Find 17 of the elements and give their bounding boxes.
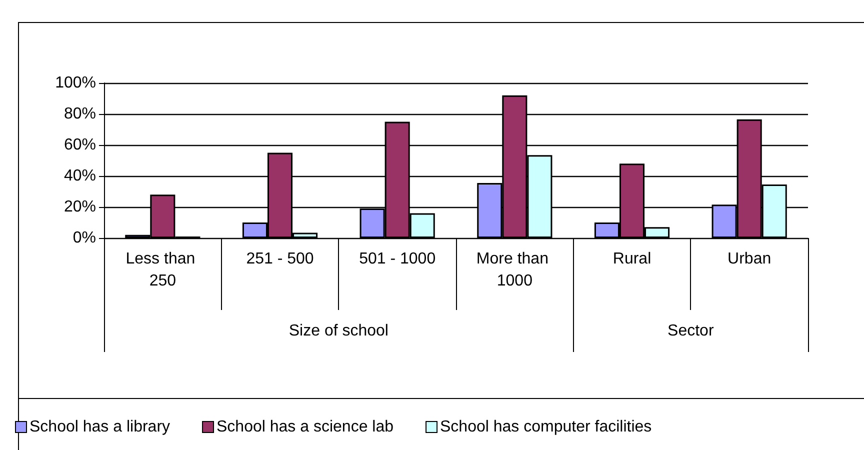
y-tick-label: 80% (64, 106, 96, 122)
y-tick-label: 60% (64, 136, 96, 154)
text: Size of school (288, 322, 388, 340)
x-tick-label: Rural (612, 250, 652, 268)
legend-label: School has a science lab (216, 418, 394, 436)
x-tick-label: More than 1000 (476, 250, 553, 290)
y-tick-label: 40% (64, 168, 96, 184)
text: Sector (668, 322, 714, 340)
x-tick-label: Urban (728, 250, 772, 268)
y-tick-label: 0% (72, 230, 96, 246)
x-tick-label: Less than 250 (126, 250, 200, 290)
legend-label: School has computer facilities (440, 418, 652, 436)
y-tick-label: 100% (55, 74, 96, 92)
x-tick-label: 251 - 500 (246, 250, 314, 268)
y-tick-label: 20% (64, 198, 96, 216)
legend-label: School has a library (30, 418, 170, 436)
x-tick-label: 501 - 1000 (359, 250, 436, 268)
